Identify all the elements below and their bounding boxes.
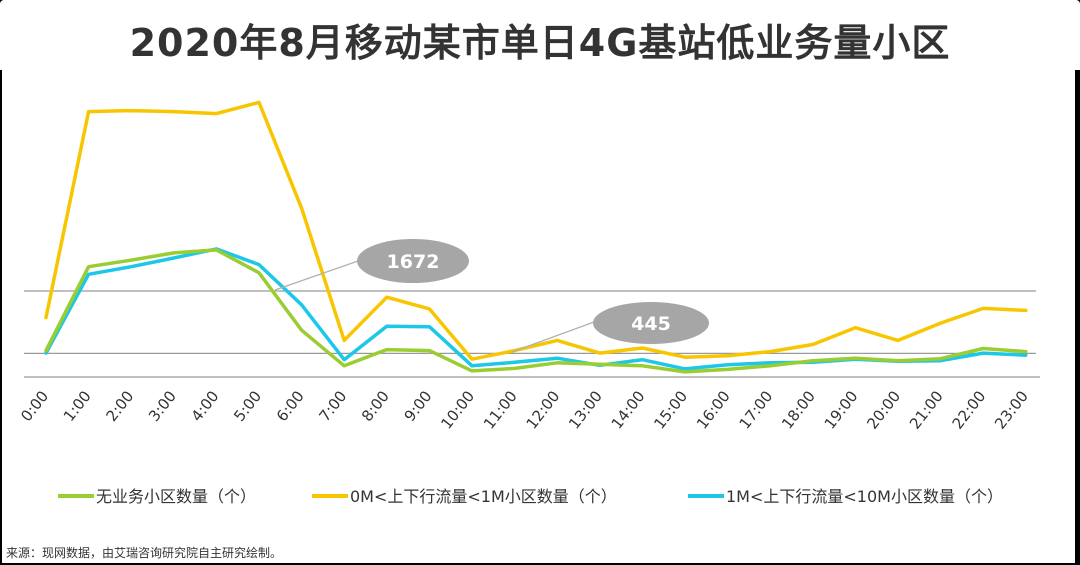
x-tick-label: 12:00: [523, 387, 564, 432]
x-tick-label: 0:00: [17, 387, 52, 425]
x-tick-label: 1:00: [60, 387, 95, 425]
legend-label-1: 0M<上下行流量<1M小区数量（个）: [350, 487, 617, 506]
x-tick-label: 10:00: [437, 387, 478, 432]
x-tick-label: 13:00: [565, 387, 606, 432]
footer-bar: [2, 542, 1075, 563]
series-line-0: [44, 248, 1028, 374]
x-tick-label: 22:00: [949, 387, 990, 432]
callout-label-1: 445: [631, 313, 671, 335]
x-tick-label: 19:00: [821, 387, 862, 432]
x-tick-label: 7:00: [315, 387, 350, 425]
callout-leader-0: [274, 260, 359, 291]
legend-label-2: 1M<上下行流量<10M小区数量（个）: [726, 487, 1003, 506]
series-line-2: [44, 247, 1028, 371]
x-tick-label: 18:00: [778, 387, 819, 432]
callout-leader-1: [511, 321, 595, 353]
x-tick-label: 2:00: [102, 387, 137, 425]
callout-bubble-1: [593, 302, 709, 344]
x-tick-label: 11:00: [480, 387, 521, 432]
x-tick-label: 15:00: [650, 387, 691, 432]
x-tick-label: 16:00: [693, 387, 734, 432]
x-tick-label: 5:00: [230, 387, 265, 425]
x-tick-label: 14:00: [608, 387, 649, 432]
x-tick-label: 4:00: [188, 387, 223, 425]
callout-bubble-0: [357, 239, 469, 283]
chart-panel: [2, 70, 1075, 548]
x-tick-label: 3:00: [145, 387, 180, 425]
x-tick-label: 21:00: [906, 387, 947, 432]
series-line-1: [44, 100, 1028, 361]
x-tick-label: 6:00: [273, 387, 308, 425]
page-title: 2020年8月移动某市单日4G基站低业务量小区: [129, 21, 951, 65]
x-tick-label: 8:00: [358, 387, 393, 425]
x-tick-label: 23:00: [991, 387, 1032, 432]
title-bar: 2020年8月移动某市单日4G基站低业务量小区: [0, 0, 1080, 70]
source-note: 来源：现网数据，由艾瑞咨询研究院自主研究绘制。: [6, 546, 283, 560]
legend-label-0: 无业务小区数量（个）: [96, 487, 256, 506]
x-tick-label: 20:00: [863, 387, 904, 432]
x-tick-label: 9:00: [401, 387, 436, 425]
callout-label-0: 1672: [387, 251, 440, 273]
x-tick-label: 17:00: [736, 387, 777, 432]
